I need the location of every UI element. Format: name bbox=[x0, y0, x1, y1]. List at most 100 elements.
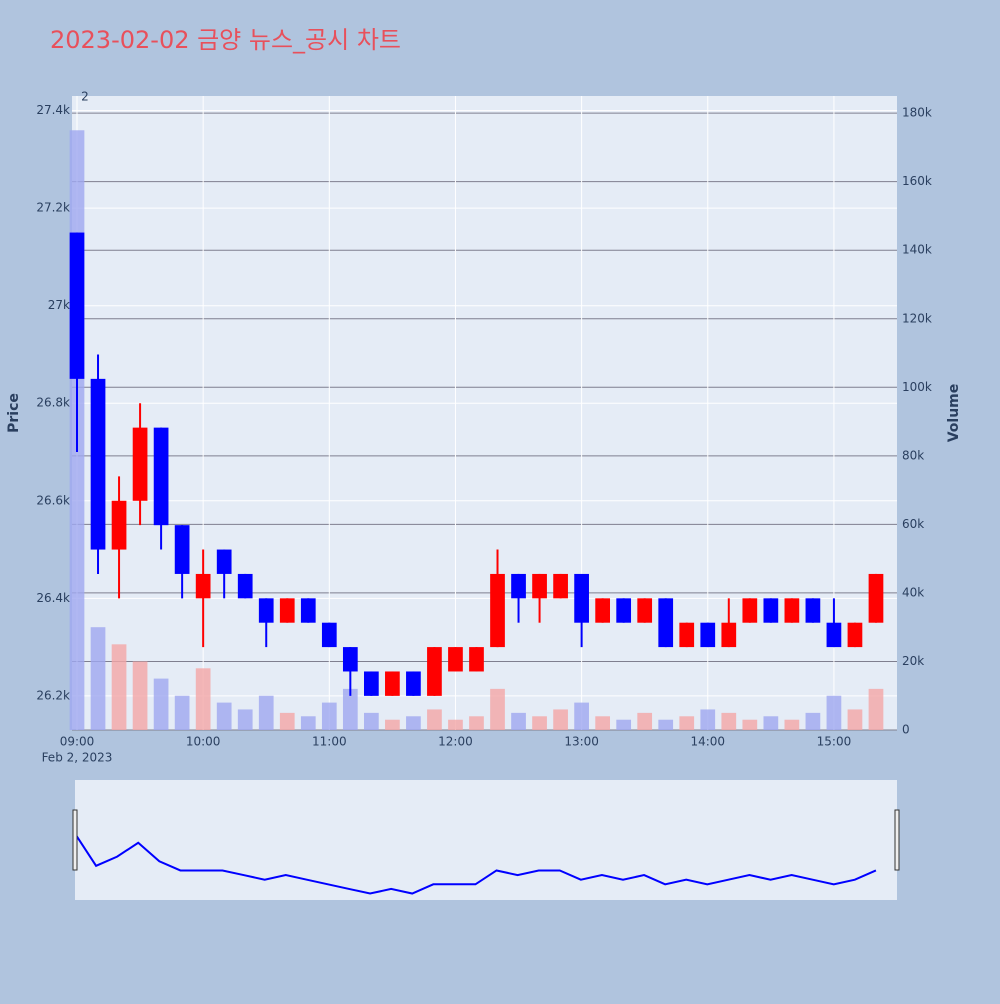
mini-price-line bbox=[74, 832, 877, 895]
volume-bar bbox=[490, 688, 505, 730]
candle-body bbox=[763, 598, 779, 623]
volume-bar bbox=[195, 668, 211, 730]
candle-body bbox=[679, 622, 695, 648]
volume-bar bbox=[574, 702, 589, 730]
volume-bar bbox=[469, 716, 484, 730]
volume-bar bbox=[679, 716, 695, 730]
chart-title: 2023-02-02 금양 뉴스_공시 차트 bbox=[50, 26, 401, 54]
candle-body bbox=[90, 378, 106, 550]
x-tick-label: 13:00 bbox=[564, 735, 599, 749]
candle-body bbox=[258, 598, 274, 623]
volume-bar bbox=[616, 719, 632, 730]
volume-bar bbox=[826, 695, 842, 730]
x-tick-label: 11:00 bbox=[312, 735, 347, 749]
volume-bar bbox=[784, 719, 800, 730]
y2-tick-label: 160k bbox=[902, 174, 932, 188]
x-date-label: Feb 2, 2023 bbox=[42, 751, 113, 765]
candle-body bbox=[595, 598, 610, 623]
volume-bar bbox=[532, 716, 547, 730]
candle-body bbox=[300, 598, 316, 623]
y2-tick-label: 120k bbox=[902, 311, 932, 325]
y2-tick-label: 180k bbox=[902, 106, 932, 120]
candle-body bbox=[532, 573, 547, 599]
candle-body bbox=[111, 500, 127, 550]
volume-bar bbox=[364, 712, 379, 730]
candle-body bbox=[574, 573, 589, 623]
y2-tick-label: 0 bbox=[902, 723, 910, 737]
candle-body bbox=[237, 573, 253, 599]
x-tick-label: 10:00 bbox=[186, 735, 221, 749]
y-tick-label: 27.4k bbox=[36, 103, 70, 117]
volume-bar bbox=[511, 712, 526, 730]
candle-body bbox=[826, 622, 842, 648]
annotation: 2 bbox=[81, 90, 89, 104]
y2-tick-label: 80k bbox=[902, 448, 924, 462]
candle-body bbox=[847, 622, 863, 648]
x-tick-label: 12:00 bbox=[438, 735, 473, 749]
volume-bar bbox=[658, 719, 674, 730]
volume-bar bbox=[763, 716, 779, 730]
volume-bar bbox=[237, 709, 253, 730]
volume-bar bbox=[258, 695, 274, 730]
y-axis-title: Price bbox=[6, 393, 22, 433]
volume-bar bbox=[216, 702, 232, 730]
range-slider[interactable] bbox=[75, 780, 897, 900]
candle-body bbox=[490, 573, 505, 648]
volume-bar bbox=[721, 712, 737, 730]
slider-handle-left bbox=[72, 809, 78, 871]
volume-bar bbox=[805, 712, 821, 730]
candle-body bbox=[174, 525, 190, 574]
volume-bar bbox=[868, 688, 884, 730]
volume-bar bbox=[132, 661, 148, 730]
candle-body bbox=[469, 647, 484, 672]
y2-tick-label: 140k bbox=[902, 243, 932, 257]
candle-body bbox=[69, 232, 85, 379]
y-tick-label: 26.4k bbox=[36, 591, 70, 605]
candle-body bbox=[784, 598, 800, 623]
volume-bar bbox=[111, 644, 127, 730]
volume-bar bbox=[595, 716, 610, 730]
candle-body bbox=[511, 573, 526, 599]
candle-body bbox=[216, 549, 232, 574]
y2-tick-label: 100k bbox=[902, 380, 932, 394]
x-tick-label: 15:00 bbox=[817, 735, 852, 749]
candle-body bbox=[385, 671, 400, 696]
candle-body bbox=[721, 622, 737, 648]
volume-bar bbox=[700, 709, 716, 730]
volume-bar bbox=[448, 719, 463, 730]
candle-body bbox=[321, 622, 337, 648]
candle-body bbox=[364, 671, 379, 696]
candle-body bbox=[637, 598, 653, 623]
plot-area bbox=[72, 96, 897, 730]
volume-bar bbox=[342, 688, 358, 730]
candle-body bbox=[132, 427, 148, 501]
candle-body bbox=[427, 647, 442, 696]
candle-body bbox=[153, 427, 169, 526]
volume-bar bbox=[385, 719, 400, 730]
candle-body bbox=[616, 598, 632, 623]
volume-bar bbox=[637, 712, 653, 730]
candle-body bbox=[342, 647, 358, 672]
candle-body bbox=[658, 598, 674, 648]
candle-body bbox=[448, 647, 463, 672]
y-tick-label: 27k bbox=[48, 298, 70, 312]
candle-body bbox=[742, 598, 758, 623]
volume-bar bbox=[279, 712, 295, 730]
volume-bar bbox=[174, 695, 190, 730]
candle-body bbox=[195, 573, 211, 599]
y-tick-label: 26.8k bbox=[36, 396, 70, 410]
candle-body bbox=[406, 671, 421, 696]
volume-bar bbox=[847, 709, 863, 730]
y2-tick-label: 40k bbox=[902, 585, 924, 599]
x-tick-label: 14:00 bbox=[690, 735, 725, 749]
candle-body bbox=[805, 598, 821, 623]
volume-bar bbox=[553, 709, 568, 730]
slider-handle-right bbox=[894, 809, 900, 871]
volume-bar bbox=[427, 709, 442, 730]
candle-body bbox=[700, 622, 716, 648]
candle-body bbox=[868, 573, 884, 623]
y-tick-label: 26.2k bbox=[36, 688, 70, 702]
y2-tick-label: 20k bbox=[902, 654, 924, 668]
volume-bar bbox=[406, 716, 421, 730]
